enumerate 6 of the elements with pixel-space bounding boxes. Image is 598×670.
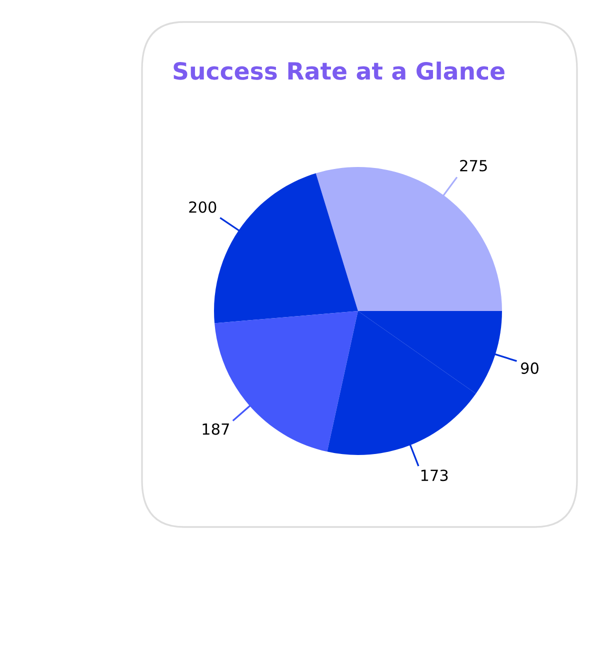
data-label: 187: [202, 423, 229, 435]
data-label: 275: [460, 160, 487, 172]
data-label: 200: [189, 201, 216, 213]
data-label: 90: [521, 362, 538, 374]
chart-title: Success Rate at a Glance: [174, 62, 504, 80]
data-label: 173: [421, 470, 448, 482]
